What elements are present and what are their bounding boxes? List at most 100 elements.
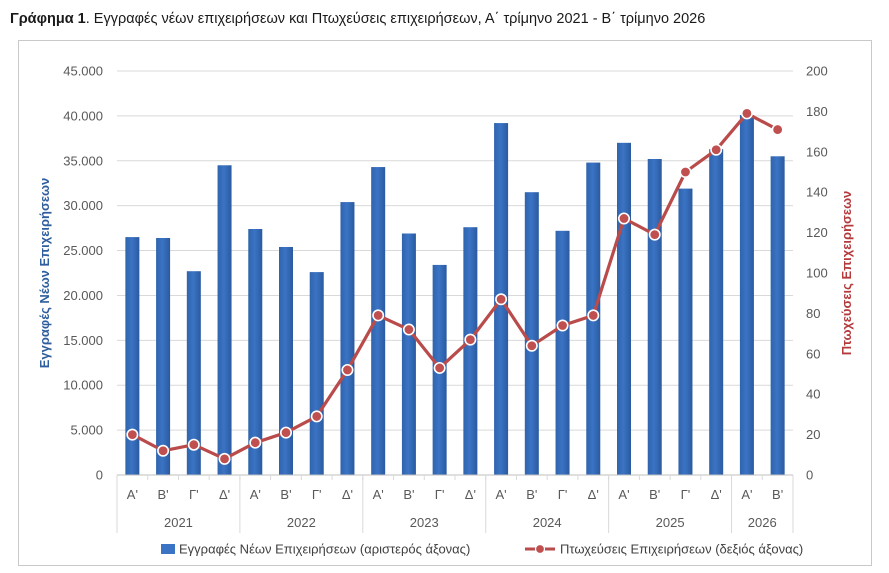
bar [555, 230, 570, 475]
quarter-label: Δ' [342, 487, 353, 502]
quarter-label: Α' [741, 487, 752, 502]
bar [340, 202, 355, 475]
year-label: 2024 [533, 515, 562, 530]
bankruptcies-point [187, 438, 200, 451]
quarter-label: Γ' [435, 487, 445, 502]
year-label: 2023 [410, 515, 439, 530]
quarter-label: Β' [772, 487, 783, 502]
left-tick-label: 20.000 [63, 288, 103, 303]
bar [647, 158, 662, 475]
right-tick-label: 160 [806, 144, 828, 159]
bankruptcies-point [648, 228, 661, 241]
bar [186, 271, 201, 475]
left-tick-label: 45.000 [63, 64, 103, 79]
bar [401, 233, 416, 475]
bankruptcies-point [218, 452, 231, 465]
bankruptcies-point [710, 143, 723, 156]
quarter-label: Β' [403, 487, 414, 502]
quarter-label: Δ' [465, 487, 476, 502]
right-tick-label: 0 [806, 468, 813, 483]
quarter-label: Α' [373, 487, 384, 502]
caption-label: Γράφημα 1 [10, 11, 86, 27]
quarter-label: Α' [250, 487, 261, 502]
left-tick-label: 35.000 [63, 153, 103, 168]
bankruptcies-point [402, 323, 415, 336]
bar [309, 272, 324, 475]
legend-bar-label: Εγγραφές Νέων Επιχειρήσεων (αριστερός άξ… [179, 542, 470, 557]
bankruptcies-point [372, 309, 385, 322]
year-label: 2021 [164, 515, 193, 530]
left-tick-label: 40.000 [63, 108, 103, 123]
quarter-label: Α' [496, 487, 507, 502]
bankruptcies-line [131, 111, 779, 461]
chart-caption: Γράφημα 1. Εγγραφές νέων επιχειρήσεων κα… [10, 11, 705, 27]
quarter-label: Β' [649, 487, 660, 502]
legend-line-label: Πτωχεύσεις Επιχειρήσεων (δεξιός άξονας) [560, 542, 803, 557]
left-axis-title: Εγγραφές Νέων Επιχειρήσεων [37, 178, 52, 369]
bankruptcies-point [771, 123, 784, 136]
year-label: 2026 [748, 515, 777, 530]
bar [463, 227, 478, 475]
bar [279, 246, 293, 475]
bankruptcies-point [617, 212, 630, 225]
left-tick-label: 10.000 [63, 378, 103, 393]
bar [770, 156, 785, 475]
bar [217, 165, 232, 475]
bankruptcies-point [525, 339, 538, 352]
right-axis-title: Πτωχεύσεις Επιχειρήσεων [839, 191, 854, 356]
left-tick-label: 30.000 [63, 198, 103, 213]
caption-text: . Εγγραφές νέων επιχειρήσεων και Πτωχεύσ… [85, 11, 706, 27]
quarter-label: Β' [158, 487, 169, 502]
bankruptcies-point [679, 166, 692, 179]
bar [524, 192, 539, 475]
left-tick-label: 25.000 [63, 243, 103, 258]
left-tick-label: 5.000 [70, 423, 103, 438]
bankruptcies-point [126, 428, 139, 441]
bankruptcies-point [587, 309, 600, 322]
right-tick-label: 120 [806, 225, 828, 240]
bankruptcies-point [433, 361, 446, 374]
bankruptcies-point [495, 293, 508, 306]
left-tick-label: 15.000 [63, 333, 103, 348]
quarter-label: Α' [127, 487, 138, 502]
right-tick-label: 180 [806, 104, 828, 119]
quarter-label: Δ' [711, 487, 722, 502]
legend-line-marker [534, 543, 546, 555]
bar [678, 188, 693, 475]
bar [248, 229, 263, 475]
right-tick-label: 60 [806, 346, 820, 361]
quarter-label: Δ' [588, 487, 599, 502]
quarter-label: Γ' [189, 487, 199, 502]
right-tick-label: 80 [806, 306, 820, 321]
bankruptcies-point [249, 436, 262, 449]
quarter-label: Β' [526, 487, 537, 502]
right-tick-label: 20 [806, 427, 820, 442]
bankruptcies-point [157, 444, 170, 457]
quarter-label: Γ' [681, 487, 691, 502]
right-tick-label: 200 [806, 64, 828, 79]
quarter-label: Δ' [219, 487, 230, 502]
combo-chart: 0 5.000 10.000 15.000 20.000 25.000 30.000 35.0… [37, 64, 854, 557]
bar [617, 142, 631, 476]
left-tick-label: 0 [96, 468, 103, 483]
bar [125, 237, 140, 475]
bankruptcies-point [464, 333, 477, 346]
legend-bar-swatch [161, 544, 175, 554]
bar [739, 114, 754, 475]
quarter-label: Β' [280, 487, 291, 502]
bankruptcies-point [556, 319, 569, 332]
bankruptcies-point [310, 410, 323, 423]
quarter-label: Α' [618, 487, 629, 502]
bar [709, 149, 724, 475]
right-tick-label: 100 [806, 266, 828, 281]
year-label: 2022 [287, 515, 316, 530]
quarter-label: Γ' [312, 487, 322, 502]
bankruptcies-point [740, 107, 753, 120]
bankruptcies-point [341, 363, 354, 376]
right-tick-label: 40 [806, 387, 820, 402]
chart-frame: 0 5.000 10.000 15.000 20.000 25.000 30.000 35.0… [18, 40, 872, 566]
right-tick-label: 140 [806, 185, 828, 200]
bar [156, 237, 171, 475]
bankruptcies-point [279, 426, 292, 439]
year-label: 2025 [656, 515, 685, 530]
